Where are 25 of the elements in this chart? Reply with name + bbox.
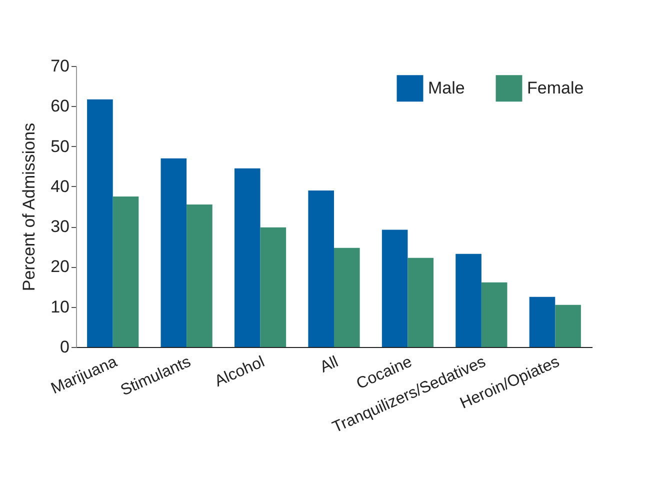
bar [334,248,360,347]
bar [260,227,286,347]
bar [186,204,212,347]
bar [382,230,408,347]
y-tick-label: 20 [50,257,70,276]
bar [529,296,556,347]
bar [308,190,334,347]
bar [112,196,139,347]
y-tick-label: 0 [60,338,70,356]
legend-label: Male [428,78,465,98]
bar [87,99,113,347]
bar [160,158,187,347]
bar [555,304,581,347]
y-tick-label: 50 [50,136,70,156]
bar [408,258,434,347]
y-axis-title: Percent of Admissions [20,122,39,292]
y-tick-label: 60 [50,96,70,116]
bar [456,254,482,347]
legend-label: Female [527,78,584,98]
y-tick-label: 40 [50,176,70,196]
bar [481,282,508,347]
bar [234,168,260,347]
y-tick-label: 30 [50,217,70,236]
y-tick-label: 10 [50,297,70,316]
y-tick-label: 70 [50,56,70,76]
